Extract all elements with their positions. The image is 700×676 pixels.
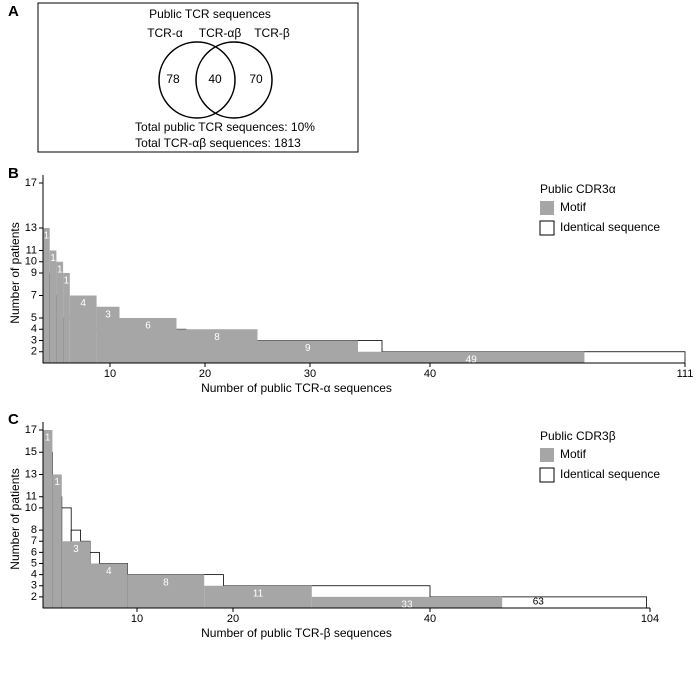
y-tick-label: 13 [25, 468, 37, 480]
motif-bar [63, 273, 70, 363]
y-tick-label: 15 [25, 446, 37, 458]
legend-label: Motif [560, 447, 587, 461]
motif-bar [43, 228, 50, 363]
set-label: TCR-β [254, 26, 290, 40]
x-tick-label: 10 [131, 613, 143, 625]
value-label: 1 [44, 231, 50, 242]
y-axis-label: Number of patients [8, 222, 22, 323]
motif-bar [90, 563, 128, 608]
y-tick-label: 5 [31, 312, 37, 324]
x-tick-label: 40 [424, 368, 436, 380]
legend-label: Identical sequence [560, 220, 660, 234]
y-tick-label: 10 [25, 502, 37, 514]
y-tick-label: 10 [25, 256, 37, 268]
y-tick-label: 11 [26, 244, 37, 256]
motif-bar [176, 329, 258, 363]
value-label: 8 [163, 577, 169, 588]
y-tick-label: 9 [31, 267, 37, 279]
legend-title: Public CDR3β [540, 429, 616, 443]
x-tick-label: 10 [104, 368, 116, 380]
x-tick-label: 40 [424, 613, 436, 625]
motif-bar [358, 351, 585, 363]
y-tick-label: 17 [25, 424, 37, 436]
panel-label: B [8, 165, 19, 182]
y-tick-label: 8 [31, 524, 37, 536]
value-label: 1 [45, 433, 51, 444]
x-tick-label: 20 [199, 368, 211, 380]
x-tick-label: 30 [304, 368, 316, 380]
motif-bar [49, 250, 57, 363]
y-tick-label: 5 [31, 557, 37, 569]
x-axis-label: Number of public TCR-β sequences [201, 626, 392, 640]
value-label: 1 [50, 253, 56, 264]
value-label: 1 [64, 276, 70, 287]
value-label: 3 [105, 309, 111, 320]
motif-bar [56, 261, 64, 363]
motif-bar [61, 541, 90, 608]
y-tick-label: 6 [31, 546, 37, 558]
motif-bar [257, 340, 358, 363]
set-label: TCR-αβ [199, 26, 242, 40]
panel-label: C [8, 411, 19, 428]
motif-bar [204, 585, 312, 608]
y-tick-label: 4 [31, 323, 37, 335]
legend-swatch [539, 220, 555, 236]
venn-count: 78 [166, 72, 180, 86]
y-tick-label: 2 [31, 346, 37, 358]
value-label: 63 [533, 597, 545, 608]
y-tick-label: 2 [31, 591, 37, 603]
y-tick-label: 13 [25, 222, 37, 234]
value-label: 11 [253, 588, 264, 599]
value-label: 4 [80, 298, 86, 309]
y-tick-label: 4 [31, 569, 37, 581]
venn-circle [195, 41, 273, 119]
x-tick-label: 104 [641, 613, 659, 625]
motif-bar [119, 318, 177, 363]
value-label: 4 [106, 566, 112, 577]
value-label: 1 [57, 264, 63, 275]
x-tick-label: 20 [227, 613, 239, 625]
legend-label: Identical sequence [560, 467, 660, 481]
value-label: 1 [54, 477, 60, 488]
value-label: 6 [145, 321, 151, 332]
set-label: TCR-α [147, 26, 183, 40]
y-axis-label: Number of patients [8, 468, 22, 569]
y-tick-label: 17 [25, 177, 37, 189]
motif-bar [127, 574, 205, 608]
venn-count: 70 [249, 72, 263, 86]
venn-box [37, 2, 359, 153]
value-label: 8 [214, 332, 220, 343]
venn-note: Total TCR-αβ sequences: 1813 [135, 136, 301, 150]
y-tick-label: 11 [26, 491, 37, 503]
value-label: 9 [305, 343, 311, 354]
legend-label: Motif [560, 200, 587, 214]
motif-bar [311, 596, 503, 608]
panel-label: A [8, 3, 19, 20]
venn-circle [158, 41, 236, 119]
y-tick-label: 7 [31, 535, 37, 547]
value-label: 33 [401, 600, 413, 611]
motif-bar [96, 306, 120, 363]
value-label: 49 [466, 354, 478, 365]
y-tick-label: 3 [31, 580, 37, 592]
venn-note: Total public TCR sequences: 10% [135, 120, 315, 134]
legend-swatch [540, 448, 554, 462]
value-label: 3 [73, 544, 79, 555]
venn-title: Public TCR sequences [149, 7, 271, 21]
motif-bar [43, 430, 53, 608]
x-tick-label: 111 [677, 368, 694, 380]
y-tick-label: 7 [31, 289, 37, 301]
legend-swatch [539, 467, 555, 483]
venn-count: 40 [208, 72, 222, 86]
legend-swatch [540, 201, 554, 215]
y-tick-label: 3 [31, 334, 37, 346]
x-axis-label: Number of public TCR-α sequences [201, 381, 392, 395]
motif-bar [52, 474, 62, 608]
motif-bar [69, 295, 97, 363]
legend-title: Public CDR3α [540, 182, 616, 196]
